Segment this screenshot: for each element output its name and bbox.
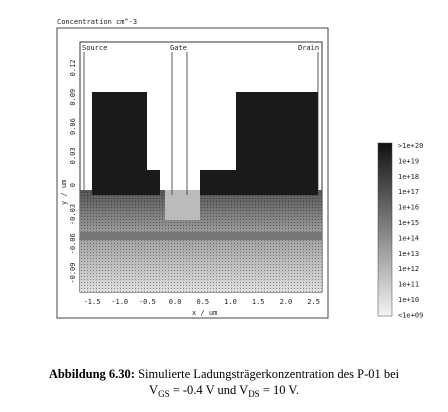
- x-tick-label: 0.0: [169, 298, 182, 306]
- colorbar-label: <1e+09: [398, 311, 423, 319]
- x-tick-label: 2.0: [280, 298, 293, 306]
- source-region: [92, 92, 160, 195]
- y-tick-label: -0.06: [69, 233, 77, 254]
- caption-line: VGS = -0.4 V und VDS = 10 V.: [149, 383, 299, 399]
- y-tick-label: -0.03: [69, 204, 77, 225]
- colorbar-label: 1e+15: [398, 219, 419, 227]
- colorbar-label: 1e+11: [398, 281, 419, 289]
- x-tick-label: 2.5: [307, 298, 320, 306]
- x-label: x / um: [192, 309, 217, 317]
- y-tick-label: 0: [69, 183, 77, 187]
- substrate-texture: [80, 190, 322, 292]
- colorbar-label: 1e+14: [398, 234, 419, 242]
- colorbar: [377, 142, 393, 317]
- x-tick-label: -1.5: [84, 298, 101, 306]
- caption-sub: DS: [248, 389, 260, 399]
- colorbar-label: 1e+17: [398, 188, 419, 196]
- x-tick-label: 1.0: [224, 298, 237, 306]
- channel: [165, 190, 200, 220]
- x-tick-label: 1.5: [252, 298, 265, 306]
- colorbar-label: 1e+19: [398, 157, 419, 165]
- colorbar-label: 1e+13: [398, 250, 419, 258]
- x-tick-label: -1.0: [111, 298, 128, 306]
- caption-part: = -0.4 V und V: [170, 383, 249, 397]
- contact-lines: [83, 52, 319, 195]
- y-tick-label: 0.09: [69, 89, 77, 106]
- caption-part: = 10 V.: [260, 383, 299, 397]
- caption-sub: GS: [158, 389, 170, 399]
- y-label: y / um: [60, 180, 68, 205]
- y-tick-label: 0.03: [69, 147, 77, 164]
- y-tick-label: 0.12: [69, 60, 77, 77]
- plot-title: Concentration cm^-3: [57, 18, 137, 26]
- x-tick-label: -0.5: [139, 298, 156, 306]
- y-tick-label: -0.09: [69, 263, 77, 284]
- colorbar-label: 1e+18: [398, 173, 419, 181]
- drain-region: [200, 92, 318, 195]
- x-tick-label: 0.5: [196, 298, 209, 306]
- colorbar-label: 1e+12: [398, 265, 419, 273]
- colorbar-label: >1e+20: [398, 142, 423, 150]
- caption-label: Abbildung 6.30:: [49, 367, 135, 381]
- caption-text: Simulierte Ladungsträgerkonzentration de…: [138, 367, 400, 381]
- caption-part: V: [149, 383, 158, 397]
- y-tick-label: 0.06: [69, 118, 77, 135]
- colorbar-label: 1e+10: [398, 296, 419, 304]
- region-label: Source: [82, 44, 107, 52]
- region-label: Gate: [170, 44, 187, 52]
- colorbar-label: 1e+16: [398, 204, 419, 212]
- region-label: Drain: [298, 44, 319, 52]
- layer-band: [80, 232, 322, 240]
- caption-line: Abbildung 6.30: Simulierte Ladungsträger…: [49, 367, 400, 381]
